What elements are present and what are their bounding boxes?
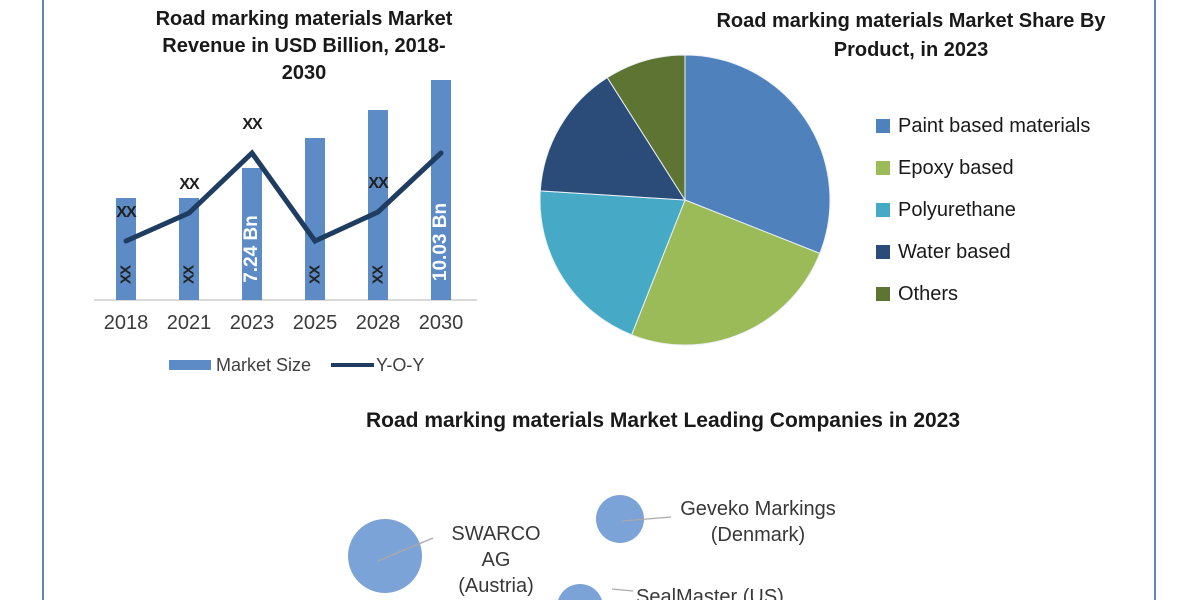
x-axis-line	[94, 299, 477, 301]
company-label-swarco-ag: SWARCO AG (Austria)	[436, 521, 556, 599]
bar-value-label-2018: XX	[117, 265, 135, 285]
company-bubble-swarco-ag	[348, 519, 422, 593]
pie-legend: Paint based materials Epoxy based Polyuret…	[876, 114, 1090, 324]
legend-label-yoy: Y-O-Y	[376, 355, 425, 375]
pie-legend-swatch-paint-based-materials	[876, 119, 890, 133]
revenue-chart-title-line2: Revenue in USD Billion, 2018-	[162, 35, 446, 57]
pie-legend-label-epoxy-based: Epoxy based	[898, 156, 1014, 179]
company-label-connector-sealmaster-us	[611, 588, 634, 592]
yoy-point-label-2023: XX	[242, 116, 262, 133]
pie-legend-item-water-based: Water based	[876, 240, 1090, 264]
x-axis-label-2028: 2028	[355, 312, 401, 334]
x-axis-label-2018: 2018	[103, 312, 149, 334]
yoy-point-label-2028: XX	[368, 175, 388, 192]
pie-slice-others	[606, 54, 686, 202]
company-bubble-geveko-markings	[596, 495, 644, 543]
bar-2021	[179, 198, 199, 300]
yoy-point-label-2018: XX	[116, 204, 136, 221]
pie-legend-item-polyurethane: Polyurethane	[876, 198, 1090, 222]
legend-label-market-size: Market Size	[216, 355, 312, 375]
yoy-line	[123, 149, 444, 245]
bar-value-label-2025: XX	[306, 265, 324, 285]
legend-swatch-yoy	[331, 363, 374, 367]
pie-chart-title: Road marking materials Market Share By P…	[696, 7, 1126, 65]
pie-chart-title-line1: Road marking materials Market Share By	[716, 10, 1106, 32]
legend-swatch-market-size	[169, 360, 211, 370]
companies-chart-title: Road marking materials Market Leading Co…	[366, 409, 961, 432]
bar-value-label-2021: XX	[180, 265, 198, 285]
company-label-geveko-markings: Geveko Markings (Denmark)	[668, 496, 848, 548]
bar-value-label-2023: 7.24 Bn	[241, 215, 262, 283]
pie-legend-label-polyurethane: Polyurethane	[898, 198, 1016, 221]
x-axis-label-2023: 2023	[229, 312, 275, 334]
pie-slice-paint-based-materials	[684, 54, 831, 255]
company-label-line-1: Geveko Markings	[680, 498, 836, 520]
pie-legend-label-water-based: Water based	[898, 240, 1011, 263]
company-label-line-1: SWARCO AG	[451, 523, 541, 571]
pie-legend-swatch-epoxy-based	[876, 161, 890, 175]
company-label-line-2: (Denmark)	[710, 524, 806, 546]
x-axis-label-2021: 2021	[166, 312, 212, 334]
pie-legend-label-others: Others	[898, 282, 959, 305]
revenue-chart-title-line3: 2030	[281, 62, 327, 84]
company-label-line-1: SealMaster (US)	[636, 586, 784, 600]
pie-chart-title-line2: Product, in 2023	[833, 39, 989, 61]
frame-right-border	[1154, 0, 1156, 600]
pie-legend-item-paint-based-materials: Paint based materials	[876, 114, 1090, 138]
pie-slice-epoxy-based	[630, 199, 821, 346]
pie-legend-item-others: Others	[876, 282, 1090, 306]
company-label-line-2: (Austria)	[458, 575, 534, 597]
bar-value-label-2030: 10.03 Bn	[430, 202, 451, 282]
pie-legend-item-epoxy-based: Epoxy based	[876, 156, 1090, 180]
revenue-chart-title: Road marking materials Market Revenue in…	[143, 6, 465, 87]
x-axis-label-2025: 2025	[292, 312, 338, 334]
pie-slice-water-based	[539, 76, 686, 201]
x-axis-label-2030: 2030	[418, 312, 464, 334]
pie-legend-swatch-polyurethane	[876, 203, 890, 217]
company-label-sealmaster-us: SealMaster (US)	[636, 584, 784, 600]
revenue-chart-title-line1: Road marking materials Market	[155, 8, 453, 30]
pie-slice-polyurethane	[539, 190, 686, 336]
company-bubble-sealmaster-us	[557, 584, 603, 600]
pie-legend-swatch-water-based	[876, 245, 890, 259]
bar-value-label-2028: XX	[369, 265, 387, 285]
pie-legend-label-paint-based-materials: Paint based materials	[898, 114, 1091, 137]
yoy-point-label-2021: XX	[179, 176, 199, 193]
pie-legend-swatch-others	[876, 287, 890, 301]
frame-left-border	[42, 0, 44, 600]
